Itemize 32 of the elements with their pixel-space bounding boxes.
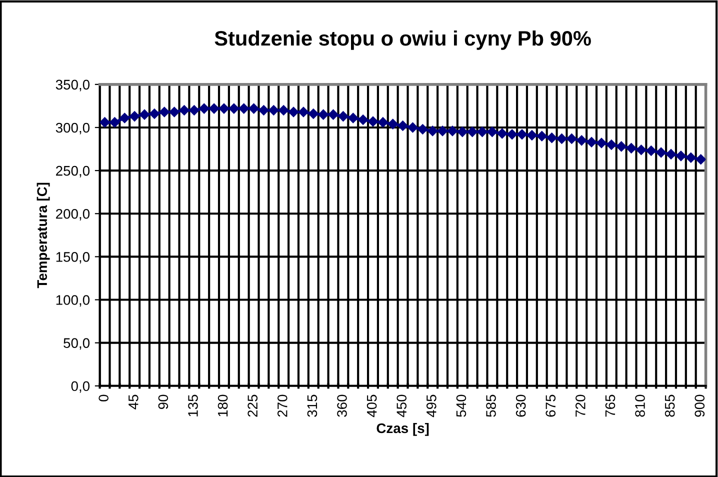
- y-tick-label: 250,0: [56, 166, 90, 178]
- x-tick-label: 180: [218, 394, 228, 416]
- x-axis-title: Czas [s]: [376, 422, 429, 436]
- x-tick-label: 810: [635, 394, 645, 417]
- x-tick-label: 270: [277, 394, 288, 417]
- x-tick-label: 135: [188, 394, 198, 416]
- x-tick-label: 225: [248, 394, 258, 417]
- x-tick-label: 630: [516, 394, 526, 417]
- x-tick-label: 0: [98, 394, 108, 402]
- x-tick-label: 720: [576, 394, 586, 417]
- x-tick-label: 315: [307, 394, 318, 417]
- y-tick-label: 150,0: [56, 252, 90, 264]
- x-tick-label: 765: [605, 394, 616, 417]
- y-tick-label: 200,0: [56, 208, 90, 220]
- x-tick-label: 360: [337, 394, 347, 417]
- x-tick-label: 90: [158, 394, 168, 410]
- y-tick-label: 50,0: [64, 338, 90, 350]
- x-tick-label: 405: [366, 394, 377, 418]
- x-tick-label: 855: [664, 394, 675, 417]
- x-tick-label: 540: [456, 394, 466, 417]
- chart-title: Studzenie stopu o owiu i cyny Pb 90%: [214, 30, 591, 50]
- y-axis-title: Temperatura [C]: [36, 182, 50, 288]
- x-tick-label: 585: [486, 394, 496, 417]
- x-tick-label: 450: [396, 394, 407, 418]
- x-tick-label: 675: [546, 394, 556, 417]
- x-tick-label: 495: [426, 394, 436, 418]
- x-tick-label: 900: [694, 394, 705, 417]
- y-tick-label: 350,0: [56, 80, 90, 92]
- y-tick-label: 0,0: [71, 381, 90, 393]
- x-tick-label: 45: [128, 394, 138, 410]
- y-tick-label: 100,0: [56, 295, 90, 307]
- y-tick-label: 300,0: [56, 122, 90, 134]
